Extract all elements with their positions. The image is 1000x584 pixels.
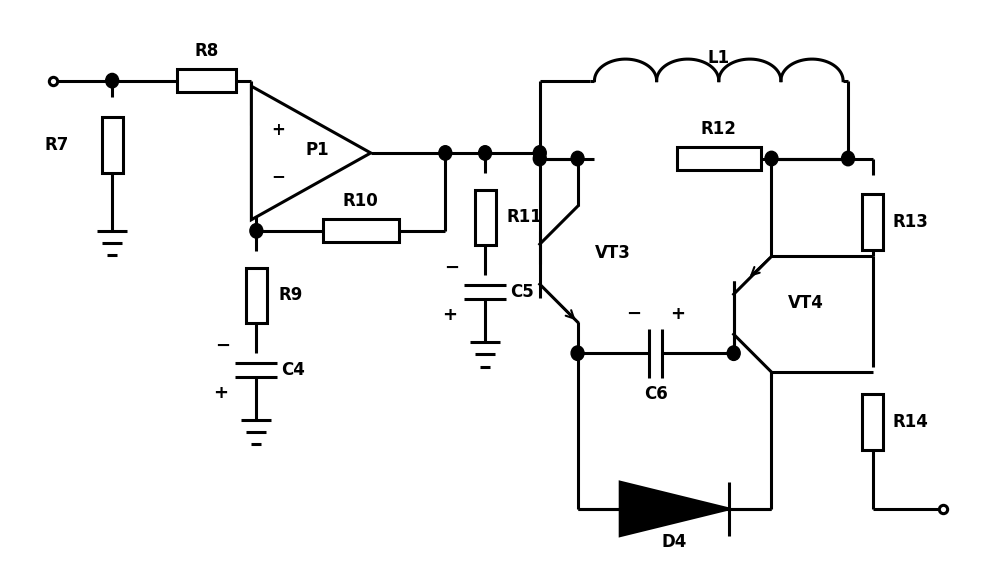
Circle shape — [533, 151, 546, 166]
Text: −: − — [215, 337, 230, 355]
Text: R13: R13 — [893, 213, 929, 231]
Text: R10: R10 — [343, 192, 379, 210]
Bar — [862, 394, 883, 450]
Bar — [862, 194, 883, 250]
Circle shape — [106, 74, 119, 88]
Text: −: − — [444, 259, 459, 277]
Text: R9: R9 — [278, 286, 303, 304]
Text: +: + — [670, 305, 685, 323]
Text: P1: P1 — [305, 141, 329, 159]
Text: C5: C5 — [510, 283, 534, 301]
Polygon shape — [251, 86, 371, 220]
Circle shape — [571, 346, 584, 360]
Text: R11: R11 — [507, 208, 543, 227]
Text: R7: R7 — [45, 136, 69, 154]
Bar — [677, 147, 761, 170]
Circle shape — [571, 151, 584, 166]
Circle shape — [727, 346, 740, 360]
Text: L1: L1 — [708, 49, 730, 67]
Text: +: + — [442, 306, 457, 324]
Text: VT3: VT3 — [594, 244, 630, 262]
Text: R12: R12 — [701, 120, 737, 138]
Bar — [475, 190, 496, 245]
Bar — [102, 117, 123, 173]
Text: C6: C6 — [644, 385, 668, 404]
Polygon shape — [620, 482, 729, 536]
Text: −: − — [626, 305, 641, 323]
Text: D4: D4 — [662, 533, 687, 551]
Circle shape — [765, 151, 778, 166]
Circle shape — [479, 146, 492, 160]
Text: +: + — [271, 120, 285, 138]
Text: R8: R8 — [195, 42, 219, 60]
Circle shape — [439, 146, 452, 160]
Text: C4: C4 — [281, 361, 305, 379]
Circle shape — [250, 224, 263, 238]
Text: R14: R14 — [893, 413, 929, 431]
Text: +: + — [213, 384, 228, 402]
Circle shape — [533, 146, 546, 160]
Bar — [323, 219, 399, 242]
Text: −: − — [271, 167, 285, 185]
Text: VT4: VT4 — [788, 294, 824, 312]
Bar — [177, 69, 236, 92]
Circle shape — [842, 151, 855, 166]
Bar — [246, 267, 267, 323]
